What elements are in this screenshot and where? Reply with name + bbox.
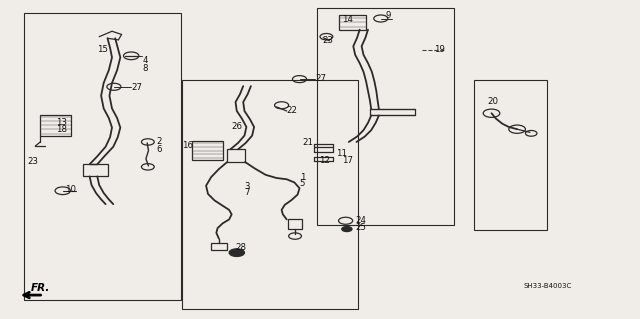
- Bar: [24, 13, 181, 300]
- Text: 23: 23: [27, 157, 38, 166]
- Text: FR.: FR.: [31, 284, 50, 293]
- Text: 14: 14: [342, 15, 353, 24]
- Text: 4: 4: [142, 56, 148, 65]
- Text: 7: 7: [244, 189, 250, 197]
- Text: 6: 6: [157, 145, 163, 154]
- Bar: [211, 243, 227, 250]
- Text: 16: 16: [182, 141, 193, 150]
- Bar: [474, 80, 547, 230]
- Text: 27: 27: [315, 74, 326, 83]
- Text: 17: 17: [342, 156, 353, 165]
- Text: 23: 23: [322, 36, 333, 45]
- Text: 3: 3: [244, 182, 250, 191]
- Bar: [192, 141, 223, 160]
- Text: 8: 8: [142, 64, 148, 73]
- Circle shape: [229, 249, 244, 256]
- Text: 22: 22: [287, 106, 298, 115]
- Text: 9: 9: [385, 11, 390, 20]
- Text: 18: 18: [56, 125, 67, 134]
- Text: SH33-B4003C: SH33-B4003C: [523, 283, 572, 288]
- Text: 26: 26: [232, 122, 243, 130]
- Circle shape: [342, 226, 352, 232]
- Text: 5: 5: [300, 179, 305, 188]
- Text: 27: 27: [131, 83, 142, 92]
- Text: 11: 11: [336, 149, 347, 158]
- Text: 13: 13: [56, 118, 67, 127]
- Text: 25: 25: [355, 223, 366, 232]
- Bar: [83, 164, 108, 176]
- Text: 2: 2: [157, 137, 163, 146]
- Text: 12: 12: [319, 156, 330, 165]
- Text: 20: 20: [488, 97, 499, 106]
- Text: 24: 24: [355, 216, 366, 225]
- Bar: [339, 15, 366, 30]
- Text: 15: 15: [97, 45, 108, 54]
- Text: 10: 10: [65, 185, 76, 194]
- Bar: [288, 219, 302, 229]
- Bar: [317, 8, 454, 225]
- Bar: [227, 149, 245, 162]
- Bar: [182, 80, 358, 309]
- Text: 19: 19: [434, 45, 445, 54]
- Text: 21: 21: [303, 138, 314, 147]
- Bar: [40, 115, 71, 136]
- Text: 28: 28: [236, 243, 246, 252]
- Text: 1: 1: [300, 173, 305, 182]
